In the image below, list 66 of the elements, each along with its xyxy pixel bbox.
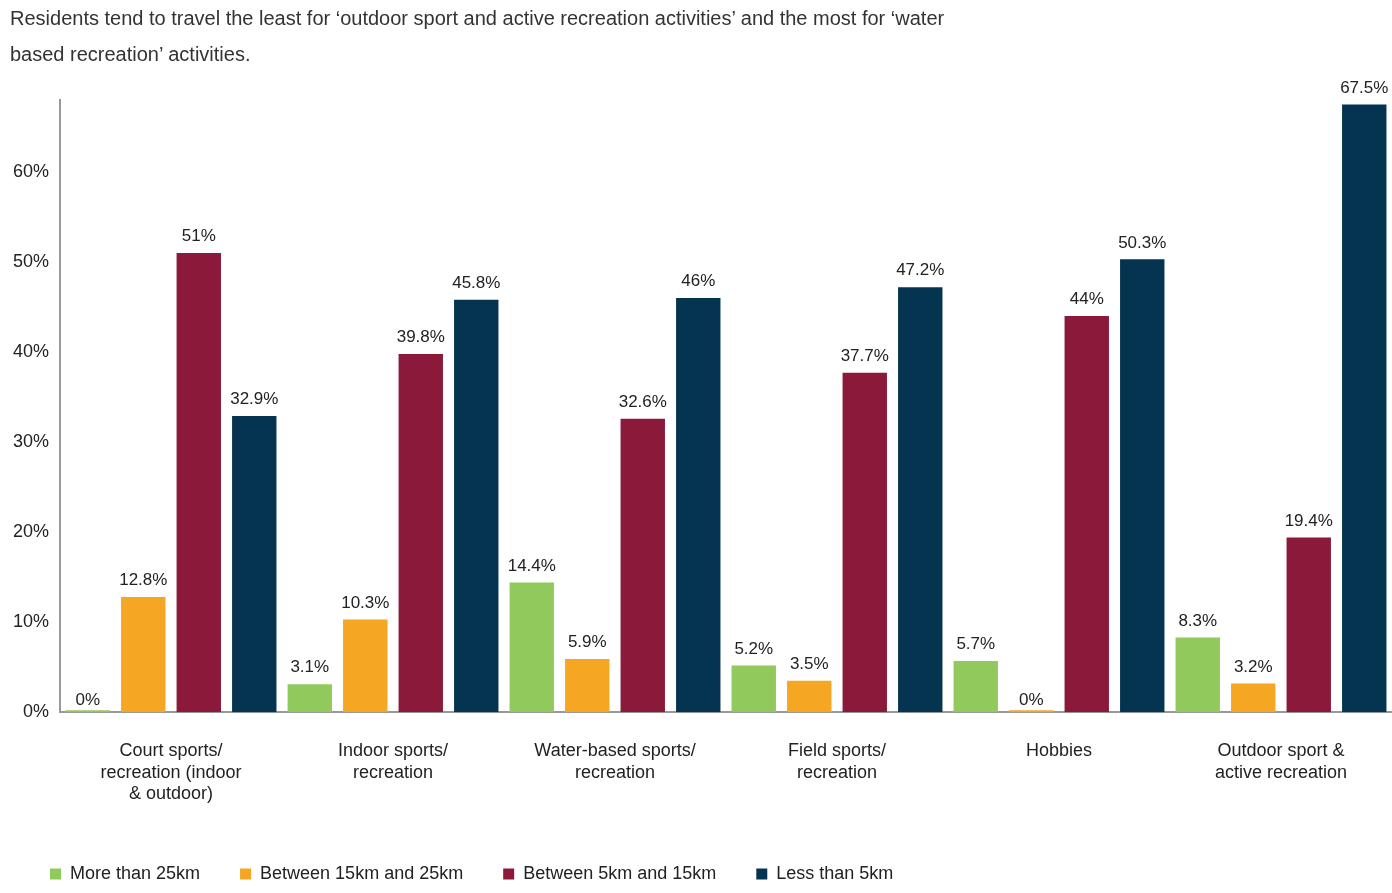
bar <box>176 253 221 713</box>
data-label: 46% <box>681 271 716 291</box>
data-label: 47.2% <box>896 260 945 280</box>
data-label: 3.1% <box>290 657 330 677</box>
y-tick-label: 20% <box>13 521 50 542</box>
chart-title: Residents tend to travel the least for ‘outdoor sport and active recreation activities’ and the most for ‘water based recreation’ activities. <box>10 6 946 67</box>
bar <box>953 660 998 713</box>
y-tick-label: 30% <box>13 431 50 452</box>
bar <box>509 582 554 713</box>
data-label: 12.8% <box>119 570 168 590</box>
data-label: 5.2% <box>734 638 774 658</box>
data-label: 51% <box>181 226 216 246</box>
bar <box>287 684 332 713</box>
bar <box>565 659 610 713</box>
data-label: 50.3% <box>1118 232 1167 252</box>
data-label: 3.2% <box>1233 656 1273 676</box>
bar <box>842 372 887 713</box>
data-label: 37.7% <box>840 345 889 365</box>
bar <box>232 416 277 713</box>
x-tick-label: Court sports/ recreation (indoor & outdoor) <box>100 739 242 804</box>
bar <box>898 287 943 713</box>
bar <box>731 665 776 713</box>
legend-label: Less than 5km <box>776 862 894 883</box>
bar <box>1064 316 1109 713</box>
bar <box>1009 710 1054 713</box>
data-label: 0% <box>1018 690 1044 710</box>
y-tick-label: 50% <box>13 251 50 272</box>
x-tick-label: Indoor sports/ recreation <box>337 739 449 782</box>
y-tick-label: 10% <box>13 611 50 632</box>
data-label: 14.4% <box>507 555 556 575</box>
data-label: 5.9% <box>567 632 607 652</box>
x-tick-label: Field sports/ recreation <box>787 739 887 782</box>
legend-label: Between 5km and 15km <box>523 862 717 883</box>
data-label: 5.7% <box>956 634 996 654</box>
data-label: 3.5% <box>789 653 829 673</box>
data-label: 8.3% <box>1178 610 1218 630</box>
data-label: 39.8% <box>396 327 445 347</box>
x-tick-label: Water-based sports/ recreation <box>534 739 696 782</box>
bar <box>1231 683 1276 713</box>
bar <box>65 710 110 713</box>
bar <box>454 299 499 713</box>
bar <box>121 596 166 713</box>
y-tick-label: 60% <box>13 160 50 181</box>
bar <box>343 619 388 713</box>
data-label: 0% <box>75 690 101 710</box>
bar <box>1286 537 1331 713</box>
legend-label: More than 25km <box>70 862 201 883</box>
data-label: 32.6% <box>618 391 667 411</box>
data-label: 44% <box>1069 289 1104 309</box>
data-label: 19.4% <box>1284 510 1333 530</box>
bar <box>398 353 443 713</box>
y-tick-label: 40% <box>13 341 50 362</box>
bar <box>1175 637 1220 713</box>
data-label: 45.8% <box>452 273 501 293</box>
bar <box>676 298 721 713</box>
x-tick-label: Outdoor sport & active recreation <box>1214 739 1348 782</box>
legend-label: Between 15km and 25km <box>260 862 464 883</box>
x-tick-label: Hobbies <box>1025 739 1093 760</box>
bar <box>1120 259 1165 713</box>
data-label: 32.9% <box>230 389 279 409</box>
bar <box>620 418 665 713</box>
data-label: 10.3% <box>341 592 390 612</box>
bar <box>1342 104 1387 713</box>
bar <box>787 680 832 713</box>
data-label: 67.5% <box>1340 77 1389 97</box>
y-tick-label: 0% <box>23 701 50 722</box>
